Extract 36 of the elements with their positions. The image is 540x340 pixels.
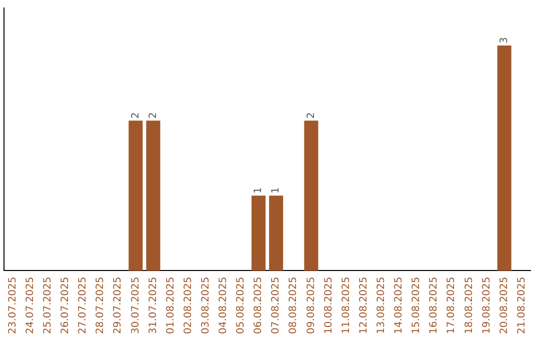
data-label: 3 [498, 37, 510, 44]
x-tick-label: 20.08.2025 [498, 276, 510, 334]
x-tick-label: 04.08.2025 [218, 276, 230, 334]
x-tick-label: 11.08.2025 [340, 276, 352, 334]
x-tick-label: 06.08.2025 [253, 276, 264, 334]
x-tick-label: 31.07.2025 [148, 276, 159, 334]
x-tick-label: 23.07.2025 [7, 276, 18, 334]
x-tick-label: 14.08.2025 [394, 276, 405, 334]
x-tick-label: 16.08.2025 [428, 276, 440, 334]
x-tick-label: 30.07.2025 [130, 276, 142, 334]
x-tick-label: 10.08.2025 [323, 276, 334, 334]
x-tick-label: 07.08.2025 [270, 276, 282, 334]
x-tick-label: 19.08.2025 [481, 276, 492, 334]
x-tick-label: 15.08.2025 [411, 276, 422, 334]
x-tick-label: 09.08.2025 [306, 276, 317, 334]
x-tick-label: 13.08.2025 [376, 276, 388, 334]
data-label: 2 [130, 112, 142, 119]
data-label: 2 [306, 112, 317, 119]
x-tick-label: 21.08.2025 [516, 276, 528, 334]
x-tick-label: 29.07.2025 [112, 276, 124, 334]
x-tick-label: 02.08.2025 [182, 276, 194, 334]
data-label: 2 [148, 112, 159, 119]
x-tick-label: 25.07.2025 [42, 276, 54, 334]
x-tick-label: 28.07.2025 [95, 276, 106, 334]
x-tick-label: 03.08.2025 [200, 276, 212, 334]
x-tick-label: 05.08.2025 [236, 276, 247, 334]
x-tick-label: 26.07.2025 [60, 276, 72, 334]
x-tick-label: 08.08.2025 [288, 276, 300, 334]
x-tick-label: 18.08.2025 [464, 276, 475, 334]
data-label: 1 [253, 187, 264, 194]
x-tick-label: 17.08.2025 [446, 276, 458, 334]
data-label: 1 [270, 187, 282, 194]
x-tick-label: 27.07.2025 [78, 276, 89, 334]
x-tick-label: 12.08.2025 [358, 276, 370, 334]
x-tick-label: 01.08.2025 [165, 276, 176, 334]
x-tick-label: 24.07.2025 [24, 276, 36, 334]
